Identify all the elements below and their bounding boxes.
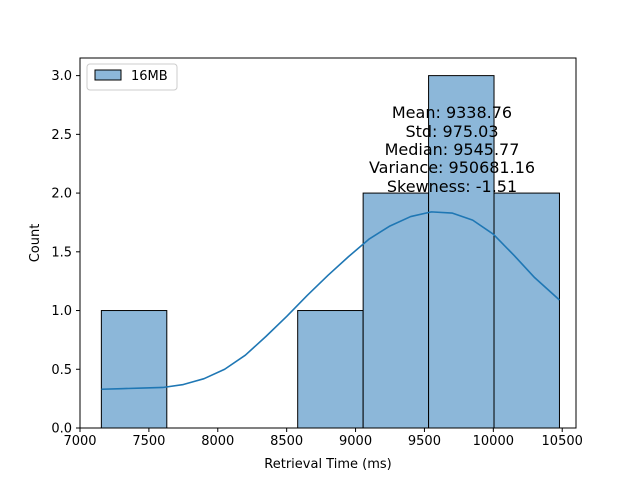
y-tick-label: 0.0 — [51, 422, 72, 437]
histogram-bar — [297, 310, 364, 429]
y-tick-label: 1.5 — [51, 245, 72, 260]
x-tick-label: 8500 — [270, 434, 303, 449]
x-axis-ticks: 7000 7500 8000 8500 9000 9500 10000 10500 — [63, 428, 583, 449]
y-tick-label: 3.0 — [51, 69, 72, 84]
histogram-bar — [100, 310, 168, 429]
x-tick-label: 7000 — [63, 434, 96, 449]
legend-swatch — [94, 69, 122, 81]
y-tick-label: 1.0 — [51, 304, 72, 319]
stats-annotation: Mean: 9338.76 Std: 975.03 Median: 9545.7… — [369, 103, 535, 196]
legend: 16MB — [86, 63, 178, 91]
histogram-bar — [428, 75, 495, 429]
stats-median: Median: 9545.77 — [385, 140, 520, 159]
y-tick-label: 2.0 — [51, 187, 72, 202]
y-tick-label: 0.5 — [51, 363, 72, 378]
y-axis-label: Count — [28, 224, 43, 263]
stats-skewness: Skewness: -1.51 — [387, 177, 517, 196]
stats-std: Std: 975.03 — [405, 122, 498, 141]
legend-label: 16MB — [131, 69, 168, 84]
x-axis-label: Retrieval Time (ms) — [264, 457, 391, 472]
kde-layer — [101, 211, 561, 391]
histogram-bar — [362, 192, 430, 429]
x-tick-label: 9000 — [339, 434, 372, 449]
x-tick-label: 8000 — [201, 434, 234, 449]
kde-line — [101, 211, 561, 391]
bars-layer — [100, 75, 560, 429]
plot-frame — [79, 57, 577, 429]
x-tick-label: 10000 — [473, 434, 514, 449]
x-tick-label: 7500 — [132, 434, 165, 449]
stats-mean: Mean: 9338.76 — [392, 103, 512, 122]
y-axis-ticks: 0.0 0.5 1.0 1.5 2.0 2.5 3.0 — [51, 69, 80, 437]
x-tick-label: 9500 — [408, 434, 441, 449]
y-tick-label: 2.5 — [51, 128, 72, 143]
stats-variance: Variance: 950681.16 — [369, 158, 535, 177]
histogram-bar — [493, 192, 560, 429]
x-tick-label: 10500 — [542, 434, 583, 449]
